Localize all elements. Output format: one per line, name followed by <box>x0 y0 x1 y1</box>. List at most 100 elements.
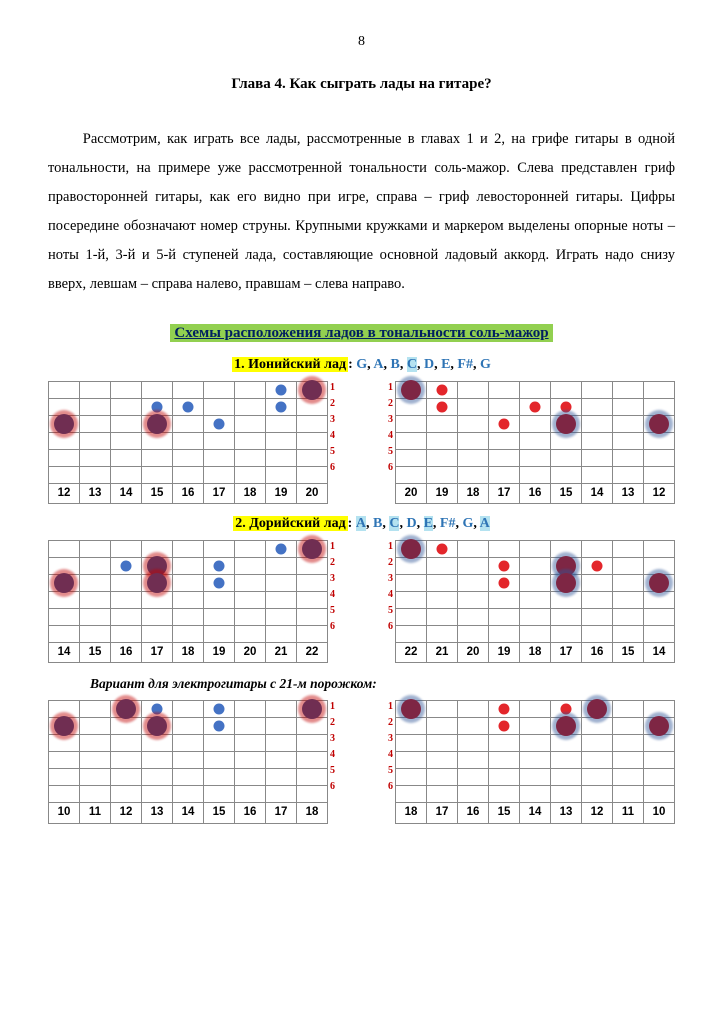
variant-label: Вариант для электрогитары с 21-м порожко… <box>90 673 675 696</box>
fret-number: 18 <box>297 803 328 824</box>
string-number: 2 <box>330 396 335 412</box>
fret-number: 15 <box>489 803 520 824</box>
fret-number: 20 <box>396 483 427 504</box>
string-number: 4 <box>330 747 335 763</box>
mode-3-right-fretboard: 181716151413121110123456 <box>395 700 675 824</box>
fret-number: 12 <box>111 803 142 824</box>
mode-1-right-fretboard: 201918171615141312123456 <box>395 381 675 505</box>
string-number: 2 <box>388 396 393 412</box>
fret-number: 16 <box>235 803 266 824</box>
fret-number: 19 <box>266 483 297 504</box>
fret-number: 16 <box>458 803 489 824</box>
anchor-note-dot <box>302 699 322 719</box>
fret-number: 12 <box>644 483 675 504</box>
fret-number: 20 <box>297 483 328 504</box>
string-number: 1 <box>388 699 393 715</box>
note-dot <box>214 418 225 429</box>
string-number: 4 <box>330 428 335 444</box>
anchor-note-dot <box>54 716 74 736</box>
anchor-note-dot <box>401 699 421 719</box>
note-dot <box>121 560 132 571</box>
string-number: 1 <box>330 699 335 715</box>
anchor-note-dot <box>649 573 669 593</box>
string-number: 6 <box>388 619 393 635</box>
anchor-note-dot <box>302 539 322 559</box>
fret-number: 20 <box>235 642 266 663</box>
anchor-note-dot <box>147 716 167 736</box>
fret-number: 18 <box>520 642 551 663</box>
anchor-note-dot <box>401 380 421 400</box>
fret-number: 17 <box>427 803 458 824</box>
fret-number: 18 <box>458 483 489 504</box>
fret-number: 14 <box>173 803 204 824</box>
fret-number: 14 <box>582 483 613 504</box>
string-number: 1 <box>330 539 335 555</box>
mode-1-left-fretboard: 121314151617181920123456 <box>48 381 328 505</box>
fret-number: 15 <box>80 642 111 663</box>
fret-number: 12 <box>582 803 613 824</box>
anchor-note-dot <box>54 573 74 593</box>
string-number: 4 <box>388 587 393 603</box>
fret-number: 19 <box>489 642 520 663</box>
note-dot <box>499 721 510 732</box>
anchor-note-dot <box>556 716 576 736</box>
note-dot <box>499 577 510 588</box>
page-number: 8 <box>48 30 675 54</box>
mode-2-right-fretboard: 222120191817161514123456 <box>395 540 675 664</box>
note-dot <box>592 560 603 571</box>
fret-number: 13 <box>142 803 173 824</box>
string-number: 5 <box>330 444 335 460</box>
string-number: 6 <box>388 460 393 476</box>
note-dot <box>437 401 448 412</box>
fret-number: 11 <box>80 803 111 824</box>
fret-number: 10 <box>49 803 80 824</box>
anchor-note-dot <box>649 716 669 736</box>
mode-2-title: 2. Дорийский лад: A, B, C, D, E, F#, G, … <box>48 512 675 536</box>
fret-number: 14 <box>49 642 80 663</box>
note-dot <box>183 401 194 412</box>
anchor-note-dot <box>302 380 322 400</box>
string-number: 3 <box>388 731 393 747</box>
fret-number: 20 <box>458 642 489 663</box>
string-number: 6 <box>330 460 335 476</box>
string-number: 3 <box>330 571 335 587</box>
section-heading-text: Схемы расположения ладов в тональности с… <box>170 324 552 342</box>
fret-number: 16 <box>173 483 204 504</box>
fret-number: 15 <box>204 803 235 824</box>
string-number: 5 <box>388 603 393 619</box>
fret-number: 16 <box>111 642 142 663</box>
fret-number: 17 <box>266 803 297 824</box>
mode-2-diagrams: 141516171819202122123456 222120191817161… <box>48 540 675 664</box>
string-number: 3 <box>388 412 393 428</box>
fret-number: 15 <box>142 483 173 504</box>
fret-number: 13 <box>613 483 644 504</box>
note-dot <box>214 560 225 571</box>
string-number: 1 <box>330 380 335 396</box>
string-number: 4 <box>330 587 335 603</box>
note-dot <box>214 577 225 588</box>
string-number: 3 <box>388 571 393 587</box>
string-number: 6 <box>330 779 335 795</box>
mode-2-left-fretboard: 141516171819202122123456 <box>48 540 328 664</box>
section-heading: Схемы расположения ладов в тональности с… <box>48 321 675 347</box>
fret-number: 18 <box>396 803 427 824</box>
fret-number: 17 <box>551 642 582 663</box>
note-dot <box>214 704 225 715</box>
note-dot <box>499 560 510 571</box>
intro-paragraph: Рассмотрим, как играть все лады, рассмот… <box>48 125 675 299</box>
anchor-note-dot <box>649 414 669 434</box>
anchor-note-dot <box>556 573 576 593</box>
mode-1-diagrams: 121314151617181920123456 201918171615141… <box>48 381 675 505</box>
fret-number: 19 <box>204 642 235 663</box>
fret-number: 14 <box>644 642 675 663</box>
chapter-title: Глава 4. Как сыграть лады на гитаре? <box>48 72 675 98</box>
string-number: 2 <box>330 715 335 731</box>
note-dot <box>437 384 448 395</box>
fret-number: 17 <box>142 642 173 663</box>
fret-number: 16 <box>520 483 551 504</box>
fret-number: 14 <box>520 803 551 824</box>
string-number: 6 <box>330 619 335 635</box>
fret-number: 14 <box>111 483 142 504</box>
string-number: 5 <box>330 763 335 779</box>
fret-number: 19 <box>427 483 458 504</box>
